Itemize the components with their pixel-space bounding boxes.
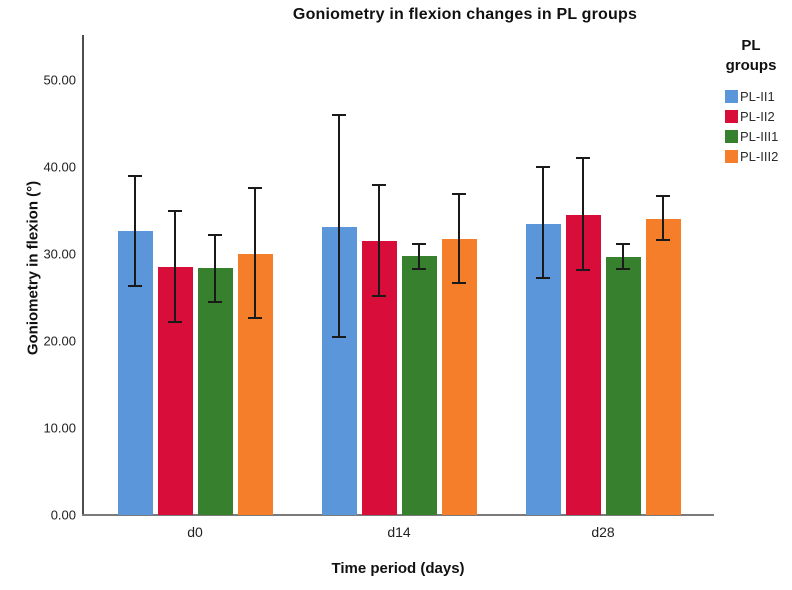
bar-pl-iii1-d0 (197, 267, 233, 515)
error-bar-line (418, 244, 420, 269)
legend-item-pl-ii2: PL-II2 (706, 106, 792, 126)
error-bar-line (338, 114, 340, 337)
x-tick-label-d0: d0 (187, 524, 203, 540)
y-tick-label: 10.00 (43, 420, 76, 436)
bar-pl-iii2-d28 (645, 219, 681, 515)
error-bar-cap-top (208, 233, 222, 236)
y-axis-label: Goniometry in flexion (°) (24, 180, 42, 356)
error-bar-line (458, 193, 460, 283)
error-bar-cap-top (412, 243, 426, 246)
error-bar-line (378, 185, 380, 296)
y-axis-line (82, 35, 84, 515)
x-axis-line (82, 514, 714, 516)
y-tick-label: 50.00 (43, 72, 76, 88)
y-tick-label: 20.00 (43, 333, 76, 349)
error-bar-cap-top (248, 186, 262, 189)
legend-item-label: PL-III1 (740, 128, 779, 144)
error-bar-cap-top (128, 174, 142, 177)
error-bar-line (622, 244, 624, 269)
error-bar-cap-bottom (656, 239, 670, 242)
error-bar-cap-top (372, 184, 386, 187)
error-bar-line (542, 167, 544, 279)
error-bar-line (254, 187, 256, 319)
legend-title-line: groups (725, 57, 777, 74)
y-tick-label: 0.00 (50, 507, 76, 523)
error-bar-cap-top (168, 210, 182, 213)
error-bar-cap-top (576, 157, 590, 160)
error-bar-line (174, 211, 176, 322)
legend-item-label: PL-II1 (740, 88, 775, 104)
error-bar-cap-bottom (248, 317, 262, 320)
x-tick-label-d28: d28 (591, 524, 615, 540)
error-bar-cap-bottom (128, 285, 142, 288)
error-bar-cap-bottom (616, 267, 630, 270)
error-bar-line (134, 175, 136, 287)
error-bar-line (582, 158, 584, 270)
legend-swatch-icon (725, 89, 738, 103)
legend-item-pl-iii1: PL-III1 (706, 126, 792, 146)
x-axis-label: Time period (days) (331, 560, 465, 577)
bar-pl-iii2-d14 (441, 239, 477, 515)
y-tick-label: 30.00 (43, 246, 76, 262)
error-bar-cap-bottom (332, 335, 346, 338)
error-bar-line (662, 195, 664, 241)
error-bar-cap-bottom (452, 281, 466, 284)
legend-items: PL-II1 PL-II2 PL-III1 PL-III2 (706, 86, 792, 166)
error-bar-cap-top (452, 192, 466, 195)
legend-title: PL groups (706, 36, 792, 76)
error-bar-cap-bottom (168, 320, 182, 323)
legend-swatch-icon (725, 109, 738, 123)
legend-item-label: PL-II2 (740, 108, 775, 124)
error-bar-cap-bottom (536, 277, 550, 280)
error-bar-cap-bottom (208, 300, 222, 303)
error-bar-cap-bottom (576, 268, 590, 271)
legend-item-pl-ii1: PL-II1 (706, 86, 792, 106)
error-bar-cap-bottom (372, 294, 386, 297)
legend-item-label: PL-III2 (740, 148, 779, 164)
error-bar-cap-top (536, 166, 550, 168)
y-tick-label: 40.00 (43, 159, 76, 175)
legend-title-line: PL (741, 37, 761, 54)
x-tick-label-d14: d14 (387, 524, 411, 540)
legend-item-pl-iii2: PL-III2 (706, 146, 792, 166)
error-bar-cap-bottom (412, 267, 426, 270)
bar-pl-iii1-d14 (401, 255, 437, 515)
bar-pl-iii1-d28 (605, 256, 641, 515)
error-bar-line (214, 234, 216, 302)
error-bar-cap-top (616, 243, 630, 246)
chart-title: Goniometry in flexion changes in PL grou… (292, 6, 638, 23)
legend: PL groups PL-II1 PL-II2 PL-III1 PL-III2 (706, 36, 792, 166)
legend-swatch-icon (725, 149, 738, 163)
error-bar-cap-top (656, 194, 670, 197)
legend-swatch-icon (725, 129, 738, 143)
error-bar-cap-top (332, 113, 346, 116)
